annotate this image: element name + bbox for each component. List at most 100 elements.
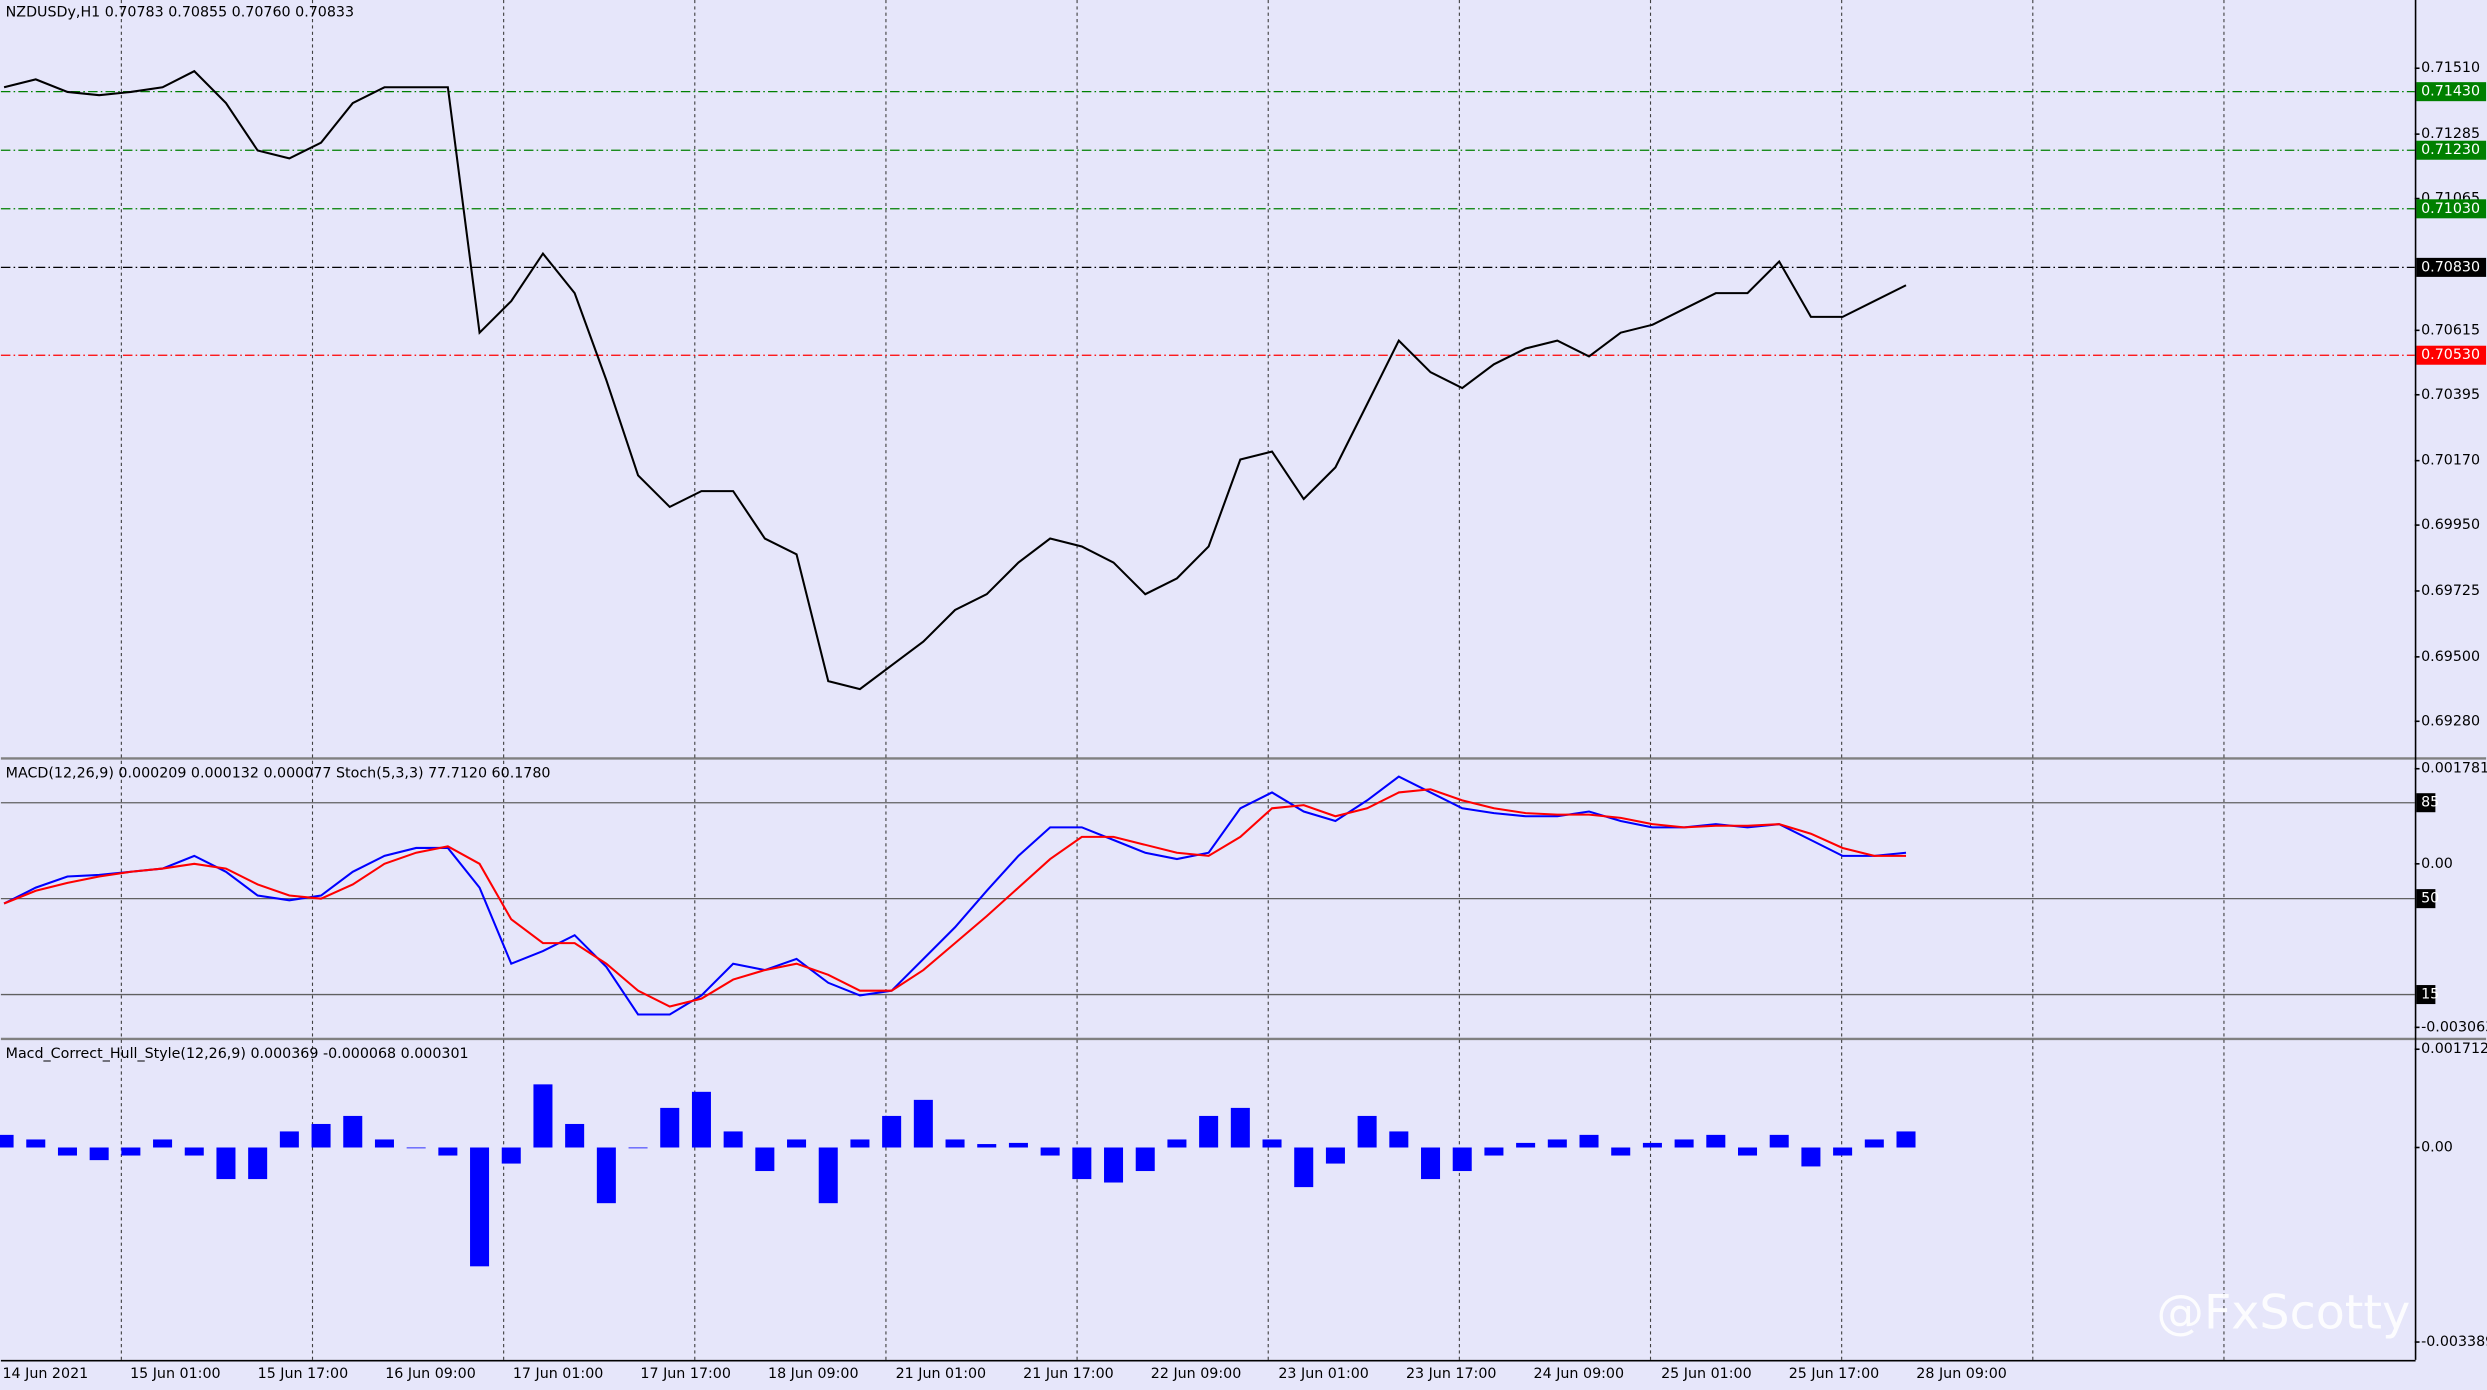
y-tick-label: 0.69280 xyxy=(2421,713,2480,729)
histogram-bar xyxy=(882,1115,902,1148)
histogram-bar xyxy=(1896,1131,1916,1148)
histogram-bar xyxy=(153,1139,173,1148)
histogram-bar xyxy=(1579,1134,1599,1148)
histogram-bar xyxy=(184,1147,204,1156)
histogram-bar xyxy=(660,1107,680,1148)
watermark: @FxScotty xyxy=(2156,1286,2410,1341)
histogram-bar xyxy=(691,1091,711,1148)
histogram-bar xyxy=(121,1147,141,1156)
x-tick-label: 16 Jun 09:00 xyxy=(385,1366,476,1382)
histogram-bar xyxy=(311,1123,331,1148)
level-box xyxy=(2416,257,2487,277)
histogram-bar xyxy=(26,1139,46,1148)
histogram-bar xyxy=(1040,1147,1060,1156)
level-label: 0.71030 xyxy=(2421,201,2480,217)
histogram-bar xyxy=(1642,1142,1662,1148)
histogram-bar xyxy=(501,1147,521,1164)
y-tick-label: -0.003063 xyxy=(2421,1019,2487,1035)
series-line xyxy=(3,788,1907,1008)
histogram-bar xyxy=(1072,1147,1092,1180)
histogram-bar xyxy=(1008,1142,1028,1148)
stoch-level-box xyxy=(2416,985,2436,1005)
level-label: 0.71430 xyxy=(2421,84,2480,100)
x-tick-label: 25 Jun 01:00 xyxy=(1661,1366,1752,1382)
histogram-bar xyxy=(1769,1134,1789,1148)
histogram-bar xyxy=(977,1144,997,1148)
histogram-bar xyxy=(1262,1139,1282,1148)
stoch-level-label: 15 xyxy=(2421,987,2439,1003)
histogram-bar xyxy=(818,1147,838,1204)
histogram-bar xyxy=(1674,1139,1694,1148)
histogram-bar xyxy=(1325,1147,1345,1164)
histogram-bar xyxy=(248,1147,268,1180)
histogram-bar xyxy=(438,1147,458,1156)
histogram-bar xyxy=(343,1115,363,1148)
histogram-bar xyxy=(1833,1147,1853,1156)
y-tick-label: 0.69950 xyxy=(2421,517,2480,533)
x-tick-label: 15 Jun 01:00 xyxy=(130,1366,221,1382)
histogram-bar xyxy=(406,1147,426,1149)
level-box xyxy=(2416,140,2487,160)
y-tick-label: 0.001781 xyxy=(2421,761,2487,777)
histogram-bar xyxy=(1547,1139,1567,1148)
grid xyxy=(0,0,2487,1360)
histogram-bar xyxy=(565,1123,585,1148)
pane-title: NZDUSDy,H1 0.70783 0.70855 0.70760 0.708… xyxy=(6,5,354,21)
pane-title: MACD(12,26,9) 0.000209 0.000132 0.000077… xyxy=(6,765,551,781)
x-tick-label: 24 Jun 09:00 xyxy=(1534,1366,1625,1382)
x-tick-label: 25 Jun 17:00 xyxy=(1789,1366,1880,1382)
histogram-bar xyxy=(755,1147,775,1172)
histogram-bar xyxy=(850,1139,870,1148)
histogram-bar xyxy=(1452,1147,1472,1172)
histogram-bar xyxy=(1104,1147,1124,1183)
x-tick-label: 21 Jun 17:00 xyxy=(1023,1366,1114,1382)
y-tick-label: 0.00 xyxy=(2421,856,2453,872)
y-tick-label: 0.70395 xyxy=(2421,387,2480,403)
histogram-bar xyxy=(1421,1147,1441,1180)
histogram-bar xyxy=(596,1147,616,1204)
histogram-bar xyxy=(1167,1139,1187,1148)
y-tick-label: 0.70170 xyxy=(2421,453,2480,469)
level-label: 0.71230 xyxy=(2421,142,2480,158)
x-tick-label: 23 Jun 01:00 xyxy=(1278,1366,1369,1382)
pane-title: Macd_Correct_Hull_Style(12,26,9) 0.00036… xyxy=(6,1046,469,1062)
level-box xyxy=(2416,199,2487,219)
x-tick-label: 28 Jun 09:00 xyxy=(1916,1366,2007,1382)
series-line xyxy=(3,775,1907,1016)
level-label: 0.70530 xyxy=(2421,347,2480,363)
histogram-bar xyxy=(945,1139,965,1148)
histogram-bar xyxy=(1801,1147,1821,1167)
histogram-bar xyxy=(1738,1147,1758,1156)
stoch-level-label: 85 xyxy=(2421,795,2439,811)
y-tick-label: 0.71285 xyxy=(2421,126,2480,142)
x-tick-label: 15 Jun 17:00 xyxy=(258,1366,349,1382)
y-tick-label: 0.001712 xyxy=(2421,1041,2487,1057)
histogram-bar xyxy=(57,1147,77,1156)
level-box xyxy=(2416,345,2487,365)
level-box xyxy=(2416,82,2487,102)
histogram-bar xyxy=(89,1147,109,1161)
series-line xyxy=(3,69,1907,691)
histogram-bar xyxy=(1389,1131,1409,1148)
x-tick-label: 17 Jun 01:00 xyxy=(513,1366,604,1382)
x-tick-label: 23 Jun 17:00 xyxy=(1406,1366,1497,1382)
histogram-bar xyxy=(533,1084,553,1148)
histogram-bar xyxy=(628,1147,648,1149)
histogram-bar xyxy=(723,1131,743,1148)
histogram-bar xyxy=(787,1139,807,1148)
histogram-bar xyxy=(1484,1147,1504,1156)
stoch-level-box xyxy=(2416,793,2436,813)
x-tick-label: 18 Jun 09:00 xyxy=(768,1366,859,1382)
x-tick-label: 14 Jun 2021 xyxy=(2,1366,88,1382)
histogram-bar xyxy=(1516,1142,1536,1148)
y-tick-label: -0.003389 xyxy=(2421,1334,2487,1350)
histogram-bar xyxy=(1611,1147,1631,1156)
histogram-bar xyxy=(1864,1139,1884,1148)
histogram-bar xyxy=(374,1139,394,1148)
y-tick-label: 0.00 xyxy=(2421,1140,2453,1156)
y-tick-label: 0.70615 xyxy=(2421,322,2480,338)
x-tick-label: 21 Jun 01:00 xyxy=(896,1366,987,1382)
